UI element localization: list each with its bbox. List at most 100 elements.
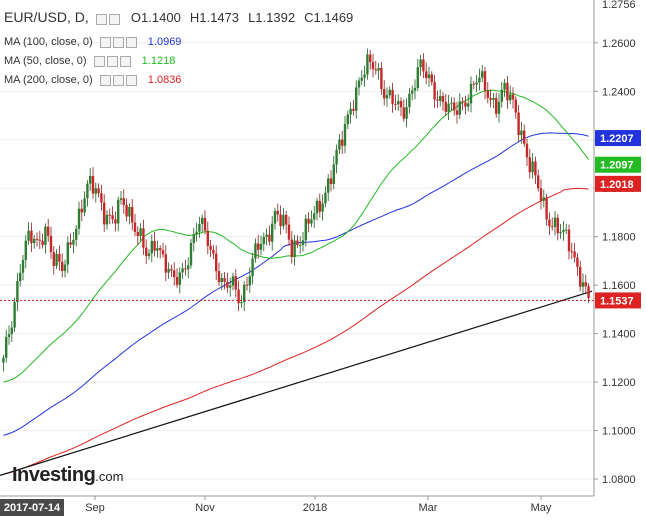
y-tick-label: 1.1800 [602, 232, 636, 244]
candle-body [587, 286, 590, 298]
candles [2, 48, 590, 372]
candle-body [91, 175, 95, 194]
logo-suffix: .com [95, 469, 124, 484]
candle-body [453, 102, 456, 111]
candle-body [198, 223, 201, 232]
eye-icon[interactable] [99, 74, 111, 86]
candle-body [136, 231, 139, 237]
candle-body [282, 214, 285, 227]
candle-body [2, 357, 5, 363]
candle-body [237, 289, 240, 304]
ma-100-label[interactable]: MA (100, close, 0) [4, 36, 93, 48]
candle-body [310, 219, 313, 224]
header-buttons [95, 13, 122, 25]
candle-body [63, 264, 67, 272]
candle-body [506, 82, 509, 101]
candle-body [77, 208, 81, 229]
ma-100-path [3, 132, 589, 436]
candle-body [341, 139, 344, 146]
ma-200-line [3, 187, 589, 475]
candle-body [27, 230, 30, 241]
price-tag-label: 1.2018 [600, 179, 634, 191]
candle-body [226, 281, 229, 288]
candle-body [251, 258, 254, 277]
eye-icon[interactable] [95, 13, 107, 25]
candle-body [142, 228, 145, 248]
candle-body [220, 277, 223, 283]
settings-icon[interactable] [108, 13, 120, 25]
candle-body [422, 59, 425, 72]
candle-body [100, 193, 103, 203]
candle-body [189, 242, 193, 266]
candle-body [332, 164, 335, 185]
high-value: H1.1473 [189, 10, 240, 25]
candle-body [427, 74, 431, 79]
candle-body [293, 240, 296, 258]
eye-icon[interactable] [99, 36, 111, 48]
candle-body [425, 71, 428, 79]
candle-body [296, 240, 299, 246]
candle-body [537, 175, 540, 189]
candle-body [534, 161, 537, 176]
x-tick-label: Sep [85, 502, 105, 514]
settings-icon[interactable] [112, 74, 124, 86]
candle-body [290, 239, 293, 258]
candle-body [380, 67, 383, 90]
ma-200-label[interactable]: MA (200, close, 0) [4, 74, 93, 86]
candle-body [33, 238, 36, 244]
candle-body [531, 161, 534, 173]
ma-50-line [3, 89, 590, 383]
candle-body [178, 272, 181, 285]
candle-body [111, 215, 114, 220]
settings-icon[interactable] [106, 55, 118, 67]
candle-body [315, 200, 319, 214]
candle-body [159, 248, 162, 251]
candle-body [497, 101, 501, 114]
candle-body [161, 250, 165, 255]
x-tick-label: 2018 [303, 502, 327, 514]
candle-body [439, 96, 442, 101]
candle-body [304, 218, 307, 241]
candle-body [318, 200, 321, 212]
x-axis: 2017-07-14 Sep Nov 2018 Mar May [0, 495, 594, 526]
symbol-label[interactable]: EUR/USD, D, [4, 9, 89, 25]
candle-body [147, 253, 151, 256]
candle-body [343, 124, 347, 146]
candle-body [35, 238, 39, 240]
candle-body [500, 89, 503, 102]
eye-icon[interactable] [93, 55, 105, 67]
candle-body [133, 222, 137, 232]
candle-body [416, 67, 419, 88]
candle-body [285, 214, 288, 225]
candle-body [324, 192, 327, 204]
candle-body [119, 198, 123, 200]
price-tag [595, 156, 641, 173]
candle-body [545, 197, 548, 220]
candle-body [131, 206, 134, 223]
candle-body [335, 149, 338, 165]
close-icon[interactable] [125, 74, 137, 86]
candle-body [492, 98, 495, 100]
candle-body [265, 234, 268, 237]
candle-body [458, 101, 461, 115]
y-tick-label: 1.1600 [602, 280, 636, 292]
candle-body [94, 188, 97, 194]
candle-body [366, 54, 369, 75]
price-tag-label: 1.2207 [600, 133, 634, 145]
candle-body [413, 87, 417, 91]
open-value: O1.1400 [130, 10, 181, 25]
candle-body [357, 80, 361, 88]
settings-icon[interactable] [112, 36, 124, 48]
close-icon[interactable] [119, 55, 131, 67]
candle-body [299, 244, 302, 246]
candle-body [38, 239, 41, 241]
y-tick-label: 1.2400 [602, 86, 636, 98]
candle-body [105, 214, 109, 225]
candle-body [231, 276, 235, 286]
candle-body [10, 327, 13, 335]
candle-body [419, 59, 422, 68]
candle-body [97, 188, 100, 194]
close-icon[interactable] [125, 36, 137, 48]
ma-50-label[interactable]: MA (50, close, 0) [4, 55, 87, 67]
